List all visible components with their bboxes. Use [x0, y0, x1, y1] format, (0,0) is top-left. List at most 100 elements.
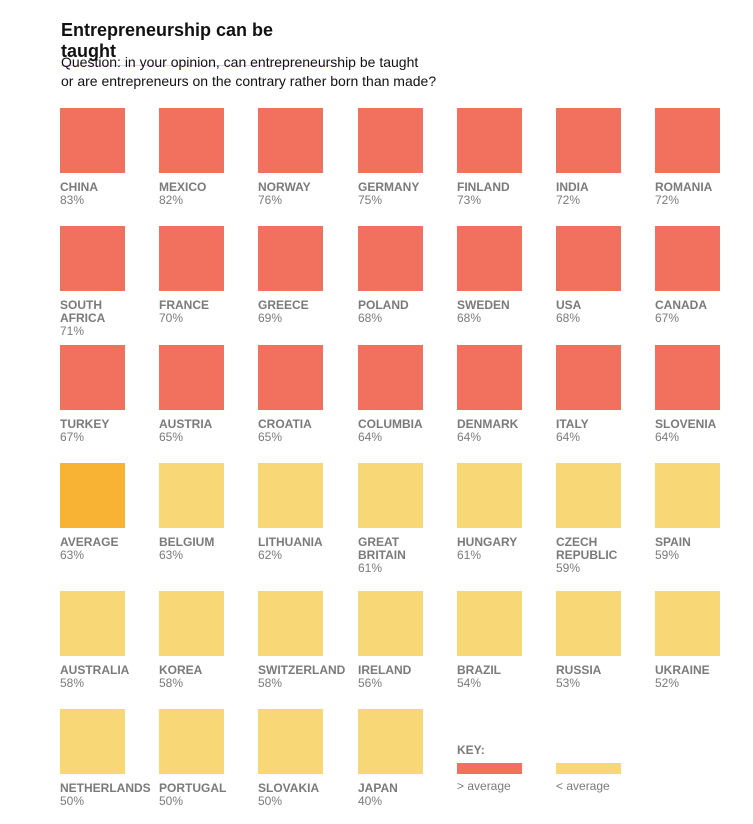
- country-percent: 62%: [258, 548, 283, 562]
- country-name: SPAIN: [655, 535, 691, 549]
- country-name: MEXICO: [159, 180, 207, 194]
- country-cell: CZECH REPUBLIC 59%: [556, 463, 656, 575]
- country-cell: GERMANY 75%: [358, 108, 458, 207]
- country-name: POLAND: [358, 298, 409, 312]
- country-name: CANADA: [655, 298, 707, 312]
- country-cell: AVERAGE 63%: [60, 463, 160, 562]
- country-cell: BELGIUM 63%: [159, 463, 259, 562]
- country-square: [258, 108, 323, 173]
- country-name: LITHUANIA: [258, 535, 323, 549]
- country-square: [457, 591, 522, 656]
- country-name: HUNGARY: [457, 535, 518, 549]
- country-cell: LITHUANIA 62%: [258, 463, 358, 562]
- country-square: [655, 463, 720, 528]
- country-percent: 65%: [258, 430, 283, 444]
- country-percent: 63%: [60, 548, 85, 562]
- country-percent: 64%: [655, 430, 680, 444]
- country-percent: 72%: [655, 193, 680, 207]
- country-percent: 50%: [258, 794, 283, 808]
- country-square: [556, 463, 621, 528]
- country-square: [258, 709, 323, 774]
- country-square: [60, 226, 125, 291]
- country-square: [60, 591, 125, 656]
- country-cell: SWEDEN 68%: [457, 226, 557, 325]
- country-percent: 67%: [60, 430, 85, 444]
- country-cell: COLUMBIA 64%: [358, 345, 458, 444]
- country-percent: 68%: [556, 311, 581, 325]
- country-square: [655, 108, 720, 173]
- country-name: AUSTRALIA: [60, 663, 130, 677]
- country-square: [556, 345, 621, 410]
- country-percent: 64%: [358, 430, 383, 444]
- country-cell: FRANCE 70%: [159, 226, 259, 325]
- country-name: AUSTRIA: [159, 417, 213, 431]
- country-name: PORTUGAL: [159, 781, 227, 795]
- country-percent: 68%: [457, 311, 482, 325]
- country-square: [457, 226, 522, 291]
- country-percent: 82%: [159, 193, 184, 207]
- country-cell: CHINA 83%: [60, 108, 160, 207]
- country-cell: BRAZIL 54%: [457, 591, 557, 690]
- country-square: [358, 226, 423, 291]
- country-percent: 70%: [159, 311, 184, 325]
- chart-subtitle: Question: in your opinion, can entrepren…: [61, 54, 437, 89]
- legend-label-below: < average: [556, 779, 610, 793]
- country-square: [655, 226, 720, 291]
- country-square: [258, 463, 323, 528]
- country-percent: 64%: [556, 430, 581, 444]
- country-percent: 61%: [457, 548, 482, 562]
- country-name: KOREA: [159, 663, 203, 677]
- country-square: [60, 709, 125, 774]
- country-cell: AUSTRIA 65%: [159, 345, 259, 444]
- country-name: COLUMBIA: [358, 417, 423, 431]
- country-percent: 54%: [457, 676, 482, 690]
- country-name: ROMANIA: [655, 180, 713, 194]
- country-name: GREECE: [258, 298, 309, 312]
- country-square: [457, 108, 522, 173]
- country-percent: 76%: [258, 193, 283, 207]
- country-cell: GREAT BRITAIN 61%: [358, 463, 458, 575]
- country-percent: 83%: [60, 193, 85, 207]
- legend-label-above: > average: [457, 779, 511, 793]
- country-cell: IRELAND 56%: [358, 591, 458, 690]
- country-name: FRANCE: [159, 298, 209, 312]
- country-cell: SLOVENIA 64%: [655, 345, 753, 444]
- legend-item-above: > average: [457, 763, 557, 793]
- country-percent: 58%: [60, 676, 85, 690]
- country-cell: JAPAN 40%: [358, 709, 458, 808]
- country-cell: PORTUGAL 50%: [159, 709, 259, 808]
- country-name: IRELAND: [358, 663, 412, 677]
- country-percent: 65%: [159, 430, 184, 444]
- country-cell: MEXICO 82%: [159, 108, 259, 207]
- country-percent: 52%: [655, 676, 680, 690]
- country-cell: POLAND 68%: [358, 226, 458, 325]
- country-square: [655, 345, 720, 410]
- country-percent: 71%: [60, 324, 85, 338]
- country-square: [556, 108, 621, 173]
- country-square: [159, 591, 224, 656]
- country-cell: SOUTH AFRICA 71%: [60, 226, 160, 338]
- country-percent: 40%: [358, 794, 383, 808]
- country-name: CROATIA: [258, 417, 312, 431]
- country-square: [159, 709, 224, 774]
- country-name: SLOVAKIA: [258, 781, 320, 795]
- chart-title: Entrepreneurship can be taught: [61, 20, 333, 66]
- country-name: UKRAINE: [655, 663, 710, 677]
- country-cell: ITALY 64%: [556, 345, 656, 444]
- country-name: SLOVENIA: [655, 417, 717, 431]
- country-name: TURKEY: [60, 417, 110, 431]
- country-name: BRAZIL: [457, 663, 501, 677]
- country-square: [556, 591, 621, 656]
- country-name: SOUTH AFRICA: [60, 298, 106, 325]
- country-cell: AUSTRALIA 58%: [60, 591, 160, 690]
- country-cell: USA 68%: [556, 226, 656, 325]
- country-percent: 68%: [358, 311, 383, 325]
- country-square: [556, 226, 621, 291]
- country-square: [457, 345, 522, 410]
- country-cell: CROATIA 65%: [258, 345, 358, 444]
- country-name: NETHERLANDS: [60, 781, 151, 795]
- country-name: NORWAY: [258, 180, 311, 194]
- legend-item-below: < average: [556, 763, 656, 793]
- country-percent: 56%: [358, 676, 383, 690]
- legend: KEY: > average < average: [457, 743, 621, 793]
